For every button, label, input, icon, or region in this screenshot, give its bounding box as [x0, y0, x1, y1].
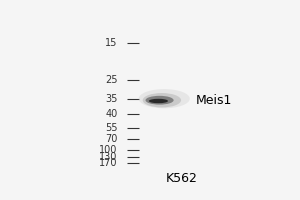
Ellipse shape — [146, 96, 174, 105]
Text: 25: 25 — [105, 75, 118, 85]
Ellipse shape — [139, 89, 190, 108]
Text: 70: 70 — [105, 134, 118, 144]
Ellipse shape — [143, 93, 181, 107]
Text: Meis1: Meis1 — [196, 94, 232, 107]
Text: 100: 100 — [99, 145, 118, 155]
Text: 130: 130 — [99, 152, 118, 162]
Text: 170: 170 — [99, 158, 118, 168]
Text: K562: K562 — [166, 172, 198, 185]
Text: 55: 55 — [105, 123, 118, 133]
Ellipse shape — [149, 99, 168, 103]
Text: 15: 15 — [105, 38, 118, 48]
Text: 35: 35 — [105, 94, 118, 104]
Text: 40: 40 — [106, 109, 118, 119]
